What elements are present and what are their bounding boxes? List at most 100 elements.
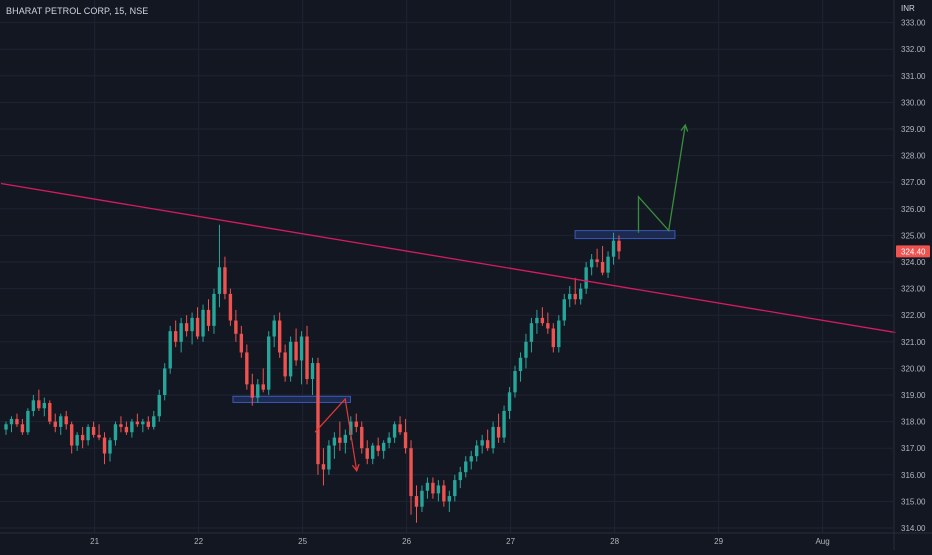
candle-body — [119, 424, 123, 427]
candle-body — [37, 400, 41, 409]
candle-body — [349, 421, 353, 435]
candle-body — [491, 426, 495, 449]
projection-up-path — [637, 124, 686, 233]
candle-body — [562, 299, 566, 321]
candle-body — [436, 485, 441, 494]
candle-body — [381, 442, 386, 451]
candle-body — [606, 256, 610, 273]
candle-body — [371, 445, 375, 459]
candle-body — [80, 434, 85, 441]
y-tick-label: 332.00 — [901, 45, 926, 54]
x-tick-label: 25 — [298, 537, 307, 546]
candle-body — [124, 426, 129, 433]
candle-body — [376, 445, 380, 451]
candle-body — [31, 400, 36, 411]
candle-body — [474, 445, 479, 457]
candle-body — [288, 341, 293, 377]
candle-body — [617, 240, 621, 252]
y-tick-label: 314.00 — [901, 524, 926, 533]
candle-body — [327, 445, 331, 470]
candle-body — [141, 421, 145, 425]
candle-body — [447, 496, 452, 502]
candle-body — [234, 320, 238, 334]
candle-body — [310, 363, 315, 380]
candle-body — [557, 320, 561, 348]
candle-body — [546, 323, 550, 329]
zones — [232, 230, 676, 403]
candle-body — [294, 341, 298, 361]
candle-body — [283, 352, 287, 377]
candle-body — [168, 331, 172, 369]
symbol-title[interactable]: BHARAT PETROL CORP, 15, NSE — [6, 6, 149, 16]
candle-body — [392, 424, 397, 438]
candle-body — [206, 309, 211, 326]
candle-body — [469, 456, 473, 462]
trendline — [0, 182, 896, 334]
candle-body — [157, 395, 161, 417]
y-tick-label: 326.00 — [901, 205, 926, 214]
candle-body — [529, 323, 534, 342]
candle-body — [513, 371, 517, 393]
candle-body — [540, 317, 545, 324]
candle-body — [316, 363, 320, 465]
candle-body — [573, 293, 577, 300]
candle-body — [584, 267, 588, 289]
candle-body — [480, 440, 484, 446]
candle-body — [64, 416, 68, 425]
candle-body — [611, 240, 616, 257]
candle-body — [261, 384, 265, 390]
candle-body — [163, 368, 167, 395]
candle-body — [414, 496, 419, 507]
candle-body — [135, 421, 140, 425]
candle-body — [272, 320, 276, 337]
candle-body — [578, 288, 583, 300]
y-tick-label: 329.00 — [901, 125, 926, 134]
y-tick-label: 322.00 — [901, 311, 926, 320]
candle-body — [442, 485, 446, 502]
candle-body — [343, 434, 348, 443]
candles — [4, 224, 621, 523]
candle-body — [184, 323, 189, 332]
candle-body — [535, 317, 539, 324]
candle-body — [86, 426, 90, 441]
x-tick-label: Aug — [815, 537, 829, 546]
x-tick-label: 28 — [610, 537, 619, 546]
x-tick-label: 22 — [194, 537, 203, 546]
candle-body — [485, 440, 490, 449]
candle-body — [431, 482, 435, 494]
candle-body — [97, 434, 101, 438]
candle-body — [4, 424, 8, 430]
candle-body — [15, 418, 19, 425]
arrow-up-head — [680, 123, 689, 132]
candle-body — [239, 333, 244, 353]
x-tick-label: 21 — [90, 537, 99, 546]
last-price-label: 324.40 — [901, 247, 926, 256]
candle-body — [589, 259, 594, 268]
candle-body — [179, 323, 183, 342]
y-tick-label: 333.00 — [901, 19, 926, 28]
candle-body — [173, 331, 178, 342]
candle-body — [223, 267, 227, 294]
candle-body — [299, 336, 304, 361]
candle-body — [108, 440, 112, 454]
y-tick-label: 327.00 — [901, 178, 926, 187]
candle-body — [464, 461, 468, 473]
candle-body — [91, 426, 96, 435]
candle-body — [190, 317, 194, 332]
y-tick-label: 323.00 — [901, 285, 926, 294]
grid — [0, 0, 893, 533]
candle-body — [113, 424, 118, 441]
candle-body — [228, 293, 233, 321]
candle-body — [502, 410, 506, 438]
candle-body — [551, 328, 556, 348]
candle-body — [409, 448, 413, 497]
y-tick-label: 317.00 — [901, 444, 926, 453]
candle-body — [600, 262, 605, 273]
y-tick-label: 324.00 — [901, 258, 926, 267]
candle-body — [420, 490, 424, 507]
candle-body — [195, 317, 200, 337]
candle-body — [59, 416, 63, 427]
candle-body — [146, 421, 151, 427]
